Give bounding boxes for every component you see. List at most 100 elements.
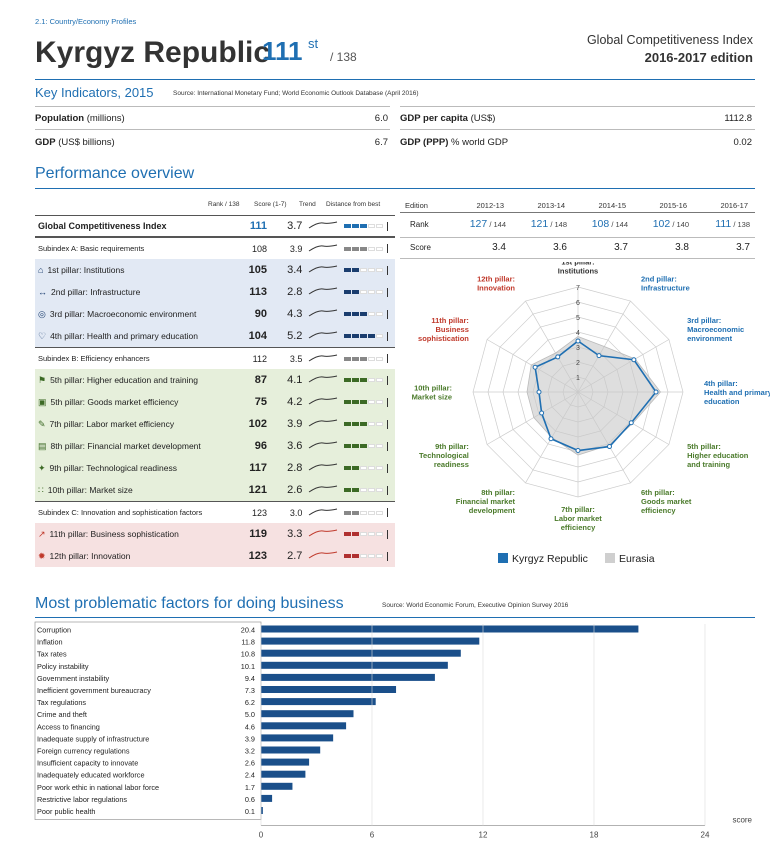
trend-sparkline (302, 243, 339, 255)
row-score: 4.2 (287, 396, 303, 408)
distance-segment (343, 532, 351, 536)
factor-value: 4.6 (245, 722, 255, 731)
distance-segment (351, 268, 359, 272)
distance-segment (343, 356, 351, 361)
performance-row: Subindex A: Basic requirements 108 3.9 (35, 237, 395, 259)
performance-row: ↔ 2nd pillar: Infrastructure 113 2.8 (35, 281, 395, 303)
distance-segment (351, 312, 359, 316)
edition-label: 2016-2017 edition (644, 50, 753, 65)
distance-segment (375, 532, 383, 536)
row-score: 3.0 (289, 507, 303, 518)
financial-market-icon: ▤ (38, 440, 47, 451)
distance-segment (359, 268, 367, 272)
edition-rank: 127 / 144 (452, 218, 506, 230)
factor-label: Tax rates (37, 650, 67, 659)
factor-value: 5.0 (245, 710, 255, 719)
radar-axis-label: 4th pillar: Health and primary education (704, 379, 770, 406)
distance-from-best (340, 441, 395, 451)
distance-segment (343, 378, 351, 382)
factor-label: Corruption (37, 626, 71, 635)
radar-point (548, 436, 554, 442)
distance-segment (351, 444, 359, 448)
divider (400, 258, 755, 259)
factor-bar (261, 649, 461, 657)
row-rank: 117 (249, 462, 268, 474)
distance-segment (351, 224, 359, 228)
performance-row: Subindex B: Efficiency enhancers 112 3.5 (35, 347, 395, 369)
row-score: 3.6 (287, 440, 303, 452)
distance-segment (343, 334, 351, 338)
row-label-text: 12th pillar: Innovation (49, 551, 131, 561)
distance-segment (351, 246, 359, 251)
distance-segment (367, 290, 375, 294)
factor-value: 2.4 (245, 771, 255, 780)
indicator-label: GDP (PPP) % world GDP (400, 137, 509, 148)
country-name: Kyrgyz Republic (35, 36, 271, 69)
distance-marker (386, 397, 388, 407)
distance-marker (386, 244, 388, 253)
distance-segment (375, 422, 383, 426)
indicator-label: Population (millions) (35, 113, 125, 124)
radar-point (532, 364, 538, 370)
row-score: 3.4 (287, 264, 303, 276)
factor-label: Tax regulations (37, 698, 86, 707)
indicator-value: 0.02 (733, 137, 753, 148)
radar-axis-label: 9th pillar: Technological readiness (419, 442, 469, 469)
factor-value: 3.2 (245, 747, 255, 756)
row-label-text: Subindex B: Efficiency enhancers (38, 354, 150, 363)
row-rank: 112 (252, 353, 268, 364)
distance-segment (367, 400, 375, 404)
divider (35, 106, 390, 107)
factor-label: Access to financing (37, 722, 100, 731)
distance-marker (386, 331, 388, 341)
factor-label: Poor public health (37, 807, 95, 816)
distance-from-best (340, 485, 395, 495)
factor-bar (261, 625, 639, 633)
distance-segment (367, 466, 375, 470)
distance-segment (375, 444, 383, 448)
radar-axis-label: 10th pillar: Market size (412, 384, 452, 402)
radar-tick-label: 6 (576, 300, 580, 307)
factor-value: 3.9 (245, 734, 255, 743)
row-label: ▣ 5th pillar: Goods market efficiency (35, 397, 212, 408)
distance-segment (343, 422, 351, 426)
factor-value: 11.8 (241, 638, 255, 647)
row-score: 2.6 (287, 484, 303, 496)
trend-sparkline (302, 462, 339, 474)
row-score: 2.8 (287, 462, 303, 474)
factor-value: 6.2 (245, 698, 255, 707)
performance-row: ∷ 10th pillar: Market size 121 2.6 (35, 479, 395, 501)
radar-point (536, 389, 542, 395)
edition-year: 2016-17 (720, 201, 748, 210)
trend-sparkline (302, 484, 339, 496)
row-score: 5.2 (287, 330, 303, 342)
distance-segment (343, 554, 351, 558)
factor-label: Inadequate supply of infrastructure (37, 734, 149, 743)
x-axis-label: score (732, 816, 752, 825)
distance-segment (359, 356, 367, 361)
row-label-text: 11th pillar: Business sophistication (49, 529, 179, 539)
goods-market-icon: ▣ (38, 396, 47, 407)
distance-marker (386, 221, 388, 231)
factor-label: Foreign currency regulations (37, 747, 130, 756)
edition-rank: 102 / 140 (635, 218, 689, 230)
row-label-text: Global Competitiveness Index (38, 221, 167, 231)
divider (400, 106, 755, 107)
radar-tick-label: 5 (576, 315, 580, 322)
distance-segment (351, 334, 359, 338)
factor-label: Insufficient capacity to innovate (37, 759, 138, 768)
radar-axis-label: 6th pillar: Goods market efficiency (641, 488, 692, 515)
edition-score-label: Score (410, 243, 431, 252)
distance-from-best (340, 551, 395, 561)
factor-value: 10.8 (241, 650, 255, 659)
health-icon: ♡ (38, 330, 47, 341)
distance-segment (375, 290, 383, 294)
trend-sparkline (302, 330, 339, 342)
distance-segment (343, 510, 351, 515)
row-rank: 113 (249, 286, 268, 298)
row-score: 4.1 (287, 374, 303, 386)
trend-sparkline (302, 286, 339, 298)
distance-segment (367, 532, 375, 536)
edition-score: 3.7 (736, 242, 750, 253)
radar-axis-label: 11th pillar: Business sophistication (418, 316, 469, 343)
